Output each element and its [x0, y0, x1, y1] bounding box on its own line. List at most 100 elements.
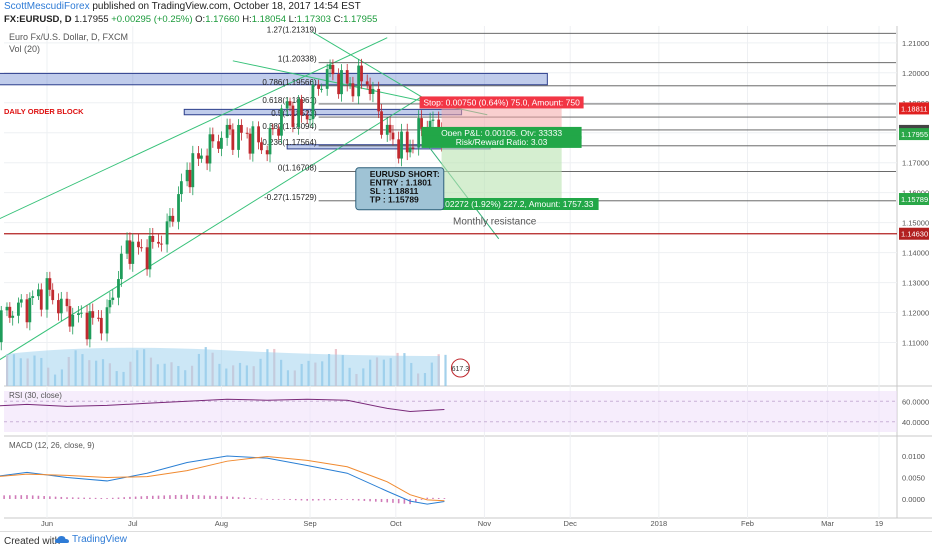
candle-body: [99, 317, 103, 334]
candle-body: [237, 124, 240, 150]
macd-histogram-bar: [329, 498, 331, 501]
volume-bar: [444, 354, 447, 386]
macd-histogram-bar: [272, 498, 274, 500]
macd-histogram-bar: [129, 496, 131, 499]
price-tick-label: 1.21000: [902, 39, 929, 48]
macd-histogram-bar: [157, 495, 160, 499]
macd-histogram-bar: [43, 496, 45, 499]
macd-histogram-bar: [192, 494, 194, 499]
candle-body: [391, 132, 395, 140]
candle-body: [148, 235, 152, 270]
macd-histogram-bar: [134, 496, 137, 499]
macd-histogram-bar: [415, 498, 417, 502]
candle-body: [331, 64, 335, 75]
macd-histogram-bar: [31, 495, 34, 499]
macd-histogram-bar: [174, 495, 177, 499]
candle-body: [420, 118, 423, 129]
candle-body: [111, 297, 115, 301]
price-tag: 1.14630: [901, 230, 928, 239]
candle-body: [308, 119, 312, 121]
rsi-line: [0, 398, 445, 413]
trendline-channel-upper: [0, 37, 388, 220]
price-tick-label: 1.11000: [902, 339, 929, 348]
candle-body: [79, 312, 83, 314]
candle-body: [0, 310, 3, 343]
trade-note-box: [355, 167, 445, 211]
macd-histogram-bar: [420, 498, 423, 500]
macd-histogram-bar: [209, 495, 211, 499]
fib-level-label: 0.236(1.17564): [262, 138, 317, 147]
tradingview-cloud-icon: [55, 535, 69, 543]
candle-body: [300, 99, 303, 116]
macd-histogram-bar: [237, 497, 240, 499]
macd-histogram-bar: [432, 497, 434, 499]
macd-histogram-bar: [306, 498, 308, 501]
candle-body: [188, 169, 192, 188]
price-tag-box: [899, 128, 929, 141]
macd-histogram-bar: [169, 495, 171, 499]
macd-histogram-bar: [243, 497, 246, 499]
candle-body: [265, 150, 269, 155]
candle-body: [137, 241, 140, 248]
candle-body: [151, 235, 155, 242]
candle-body: [291, 105, 295, 127]
macd-histogram-bar: [163, 495, 166, 499]
monthly-resistance-label: Monthly resistance: [453, 217, 537, 228]
macd-histogram-bar: [89, 497, 91, 499]
fib-level-label: 1.27(1.21319): [267, 25, 317, 34]
macd-histogram-bar: [14, 495, 17, 499]
candle-body: [428, 120, 432, 131]
volume-legend[interactable]: Vol (20): [9, 44, 41, 54]
candle-body: [317, 84, 321, 89]
price-tag-box: [899, 102, 929, 115]
candle-body: [51, 289, 55, 301]
candle-body: [240, 124, 243, 133]
candle-body: [165, 221, 169, 245]
candle-body: [251, 126, 255, 154]
fib-level-label: -0.27(1.15729): [264, 193, 317, 202]
zone-daily-order-block: [183, 108, 463, 116]
candle-body: [197, 153, 200, 159]
candle-body: [171, 215, 175, 222]
symbol-label[interactable]: FX:EURUSD, D: [4, 14, 72, 25]
open-value: 1.17660: [205, 14, 240, 25]
price-tag-box: [899, 227, 929, 240]
macd-histogram-bar: [443, 498, 446, 499]
candle-body: [159, 243, 163, 245]
candle-body: [257, 126, 260, 143]
candle-body: [277, 128, 280, 136]
macd-tick-label: 0.0050: [902, 474, 925, 483]
high-value: 1.18054: [251, 14, 287, 25]
instrument-legend[interactable]: Euro Fx/U.S. Dollar, D, FXCM: [9, 32, 129, 42]
fib-level-label: 0.786(1.19566): [262, 78, 317, 87]
author-link[interactable]: ScottMescudiForex: [4, 1, 90, 12]
candle-body: [139, 247, 143, 249]
macd-histogram-bar: [340, 498, 343, 500]
candle-body: [105, 307, 109, 334]
candle-body: [225, 124, 229, 138]
time-tick-label: 2018: [651, 519, 668, 528]
candle-body: [119, 253, 123, 280]
candle-body: [385, 124, 389, 135]
macd-tick-label: 0.0100: [902, 452, 925, 461]
stop-label-box: [419, 96, 584, 109]
macd-histogram-bar: [289, 498, 291, 500]
candle-body: [88, 311, 92, 340]
time-tick-label: Dec: [564, 519, 578, 528]
macd-histogram-bar: [437, 497, 440, 499]
macd-histogram-bar: [312, 498, 314, 501]
price-tick-label: 1.14000: [902, 249, 929, 258]
macd-histogram-bar: [94, 497, 97, 499]
rr-label: Risk/Reward Ratio: 3.03: [456, 137, 548, 147]
macd-histogram-bar: [386, 498, 389, 503]
macd-histogram-bar: [232, 496, 234, 499]
price-tag-box: [899, 193, 929, 206]
publish-line: ScottMescudiForex published on TradingVi…: [4, 1, 361, 12]
candle-body: [131, 241, 135, 264]
macd-histogram-bar: [249, 497, 251, 499]
tradingview-brand[interactable]: TradingView: [55, 534, 127, 545]
macd-histogram-bar: [294, 498, 297, 501]
close-label: C:: [333, 14, 344, 25]
macd-line: [0, 455, 445, 505]
